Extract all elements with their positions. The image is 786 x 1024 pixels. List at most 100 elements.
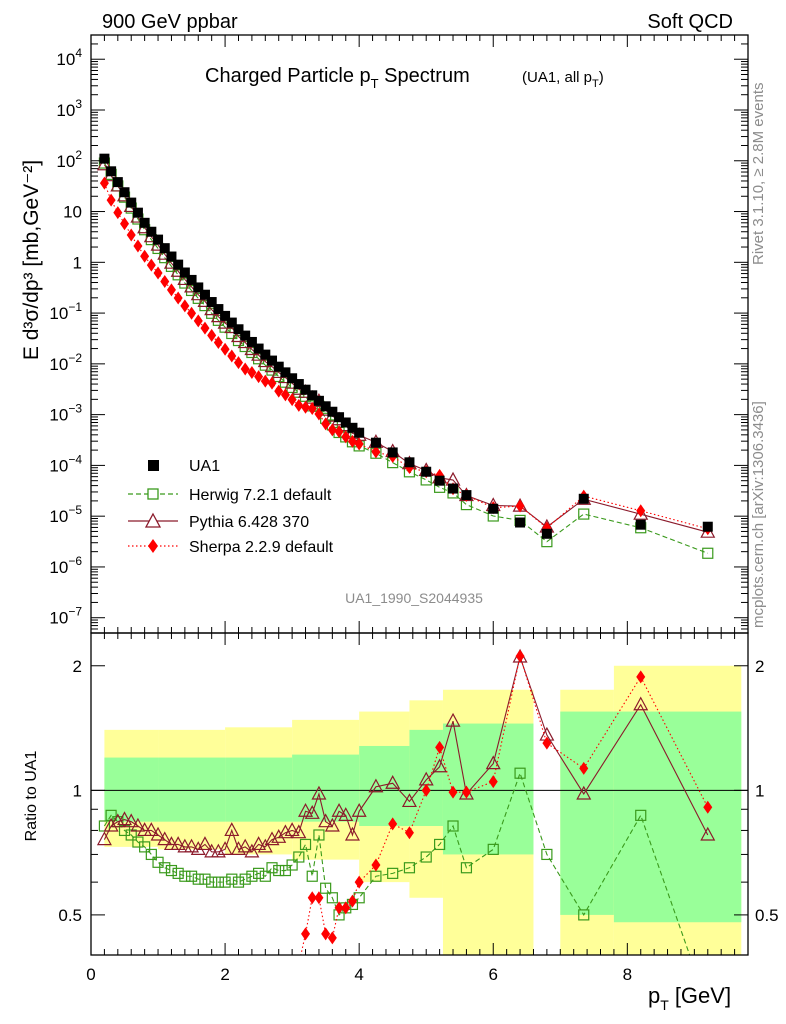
ratio-point-herwig-9 <box>159 862 171 874</box>
main-point-sherpa-29 <box>294 398 304 412</box>
ratio-point-pythia-24 <box>257 838 273 853</box>
legend-entry-data: UA1 <box>148 458 220 475</box>
ratio-point-herwig-19 <box>226 873 238 885</box>
tick-labels: 0 2 4 6 8 10−7 10−6 10−5 10−4 10−3 10−2 10−1 1 10 102 1… <box>49 46 778 984</box>
chart-title-main: Charged Particle p <box>205 65 371 87</box>
analysis-watermark: UA1_1990_S2044935 <box>345 590 483 606</box>
band-inner-4 <box>359 745 410 826</box>
main-point-data-25 <box>267 355 278 366</box>
ratio-point-herwig-30 <box>299 838 312 851</box>
ratio-point-sherpa-43 <box>435 740 445 754</box>
ratio-frame <box>90 632 749 956</box>
ratio-point-pythia-8 <box>150 826 166 841</box>
ratio-point-pythia-14 <box>190 841 206 855</box>
main-point-data-44 <box>448 483 459 494</box>
main-point-sherpa-14 <box>193 314 203 328</box>
ratio-point-herwig-22 <box>246 870 258 882</box>
ratio-point-pythia-38 <box>351 803 367 817</box>
y-tick-label-main-5: 10−2 <box>49 351 82 374</box>
main-point-data-21 <box>240 330 251 341</box>
main-point-data-3 <box>119 187 130 198</box>
ratio-point-herwig-49 <box>578 909 590 921</box>
ratio-point-sherpa-31 <box>307 891 317 905</box>
main-series-data <box>99 153 713 539</box>
ratio-point-herwig-46 <box>487 843 499 855</box>
main-point-sherpa-20 <box>233 356 243 370</box>
ratio-point-sherpa-0 <box>100 983 109 996</box>
ratio-point-herwig-42 <box>420 851 432 863</box>
ratio-point-sherpa-49 <box>579 761 589 775</box>
main-point-data-31 <box>307 390 318 401</box>
x-axis-label: pT [GeV] <box>648 983 731 1013</box>
main-point-data-7 <box>146 226 157 237</box>
main-point-sherpa-24 <box>260 374 270 388</box>
main-point-sherpa-47 <box>515 499 525 513</box>
main-point-sherpa-12 <box>180 299 190 313</box>
ratio-point-herwig-33 <box>320 882 332 894</box>
ratio-point-pythia-27 <box>277 824 293 839</box>
main-point-data-49 <box>578 493 589 504</box>
ratio-point-pythia-23 <box>251 836 267 851</box>
main-point-data-19 <box>226 317 237 328</box>
axis-ticks <box>90 34 748 955</box>
ratio-uncertainty-bands <box>104 665 742 955</box>
legend-marker-sherpa <box>148 539 158 553</box>
ratio-point-herwig-23 <box>253 867 265 879</box>
main-point-data-8 <box>153 234 164 245</box>
main-point-sherpa-36 <box>341 430 351 444</box>
main-point-sherpa-19 <box>227 349 237 363</box>
ratio-point-pythia-32 <box>311 785 327 800</box>
mcplots-label: mcplots.cern.ch [arXiv:1306.3436] <box>750 401 767 628</box>
main-point-herwig-51 <box>702 547 714 559</box>
main-point-data-40 <box>387 447 398 458</box>
ratio-point-pythia-5 <box>130 817 146 832</box>
ratio-point-sherpa-23 <box>254 1013 263 1024</box>
ratio-point-pythia-29 <box>291 824 307 839</box>
y-tick-label-ratio-right-0: 0.5 <box>755 906 779 925</box>
ratio-point-herwig-47 <box>514 767 526 779</box>
main-series-pythia <box>96 156 716 538</box>
ratio-point-pythia-31 <box>304 805 320 819</box>
ratio-point-pythia-2 <box>110 813 126 828</box>
ratio-point-herwig-34 <box>326 892 338 904</box>
ratio-point-herwig-45 <box>460 862 473 874</box>
main-point-sherpa-6 <box>140 249 150 263</box>
ratio-point-pythia-19 <box>224 822 240 837</box>
main-point-sherpa-22 <box>247 366 257 380</box>
ratio-point-sherpa-34 <box>327 931 337 945</box>
ratio-point-herwig-11 <box>172 867 184 879</box>
main-point-data-10 <box>166 251 177 262</box>
ratio-point-herwig-18 <box>219 876 231 888</box>
ratio-line-herwig <box>103 771 691 955</box>
main-point-data-29 <box>293 379 304 390</box>
main-point-sherpa-50 <box>636 504 646 518</box>
main-point-data-45 <box>461 490 472 501</box>
ratio-point-pythia-13 <box>184 838 200 853</box>
legend-label-pythia: Pythia 6.428 370 <box>189 514 309 531</box>
ratio-point-pythia-21 <box>237 838 253 853</box>
y-axis-label-ratio: Ratio to UA1 <box>23 751 40 842</box>
ratio-point-pythia-35 <box>331 803 347 817</box>
main-point-data-11 <box>173 259 184 270</box>
ratio-point-herwig-17 <box>212 876 224 888</box>
ratio-point-sherpa-32 <box>314 891 324 905</box>
ratio-point-herwig-43 <box>434 838 446 851</box>
main-point-data-32 <box>313 395 324 406</box>
main-point-data-5 <box>132 207 143 218</box>
main-point-sherpa-17 <box>213 335 223 349</box>
main-point-sherpa-39 <box>371 445 381 459</box>
ratio-point-pythia-20 <box>230 841 246 855</box>
band-inner-1 <box>158 757 226 822</box>
main-series-layer <box>96 153 716 559</box>
ratio-point-sherpa-1 <box>107 1019 116 1024</box>
ratio-point-pythia-39 <box>368 778 384 793</box>
ratio-point-sherpa-36 <box>341 901 351 915</box>
main-point-sherpa-10 <box>166 283 176 297</box>
ratio-point-herwig-10 <box>165 864 178 877</box>
y-tick-label-main-0: 10−7 <box>49 605 82 628</box>
ratio-series-herwig <box>98 767 691 955</box>
band-inner-3 <box>292 754 360 822</box>
y-tick-label-main-4: 10−3 <box>49 402 82 425</box>
ratio-point-sherpa-26 <box>274 983 283 996</box>
